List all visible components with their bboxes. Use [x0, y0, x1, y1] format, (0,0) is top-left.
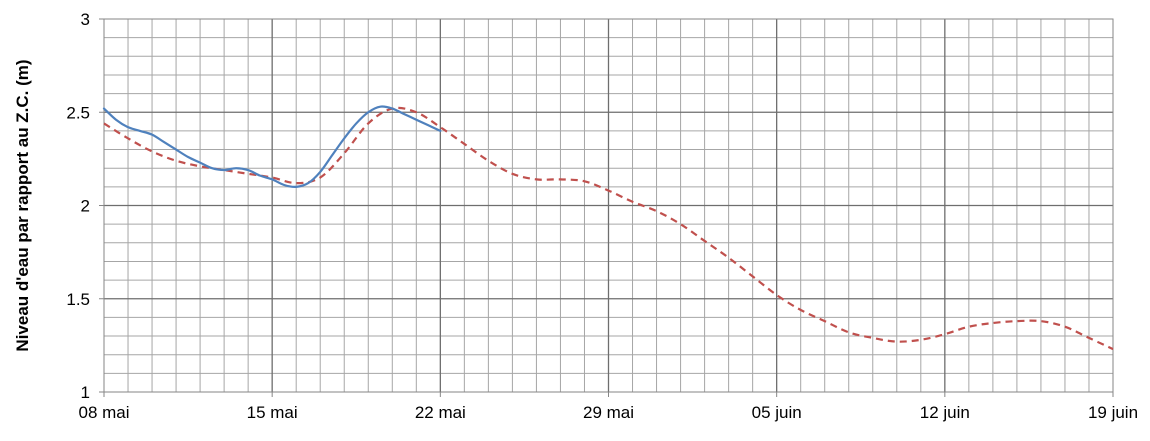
x-tick-label: 19 juin — [1088, 403, 1138, 422]
series-layer — [102, 105, 1114, 351]
x-tick-label: 22 mai — [415, 403, 466, 422]
y-tick-label: 2.5 — [66, 103, 90, 122]
x-tick-label: 29 mai — [583, 403, 634, 422]
y-axis-label: Niveau d'eau par rapport au Z.C. (m) — [13, 59, 32, 351]
dashed-series-line — [103, 106, 1114, 351]
y-tick-label: 1 — [81, 383, 90, 402]
x-tick-label: 12 juin — [920, 403, 970, 422]
x-axis-tick-labels: 08 mai 15 mai 22 mai 29 mai 05 juin 12 juin 19… — [78, 392, 1138, 422]
x-tick-label: 15 mai — [247, 403, 298, 422]
y-tick-label: 1.5 — [66, 290, 90, 309]
major-gridlines — [104, 19, 1113, 392]
solid-series-line — [102, 105, 442, 189]
x-tick-label: 05 juin — [752, 403, 802, 422]
y-axis-tick-labels: 1 1.5 2 2.5 3 — [66, 10, 104, 402]
y-tick-label: 3 — [81, 10, 90, 29]
x-tick-label: 08 mai — [78, 403, 129, 422]
y-tick-label: 2 — [81, 197, 90, 216]
